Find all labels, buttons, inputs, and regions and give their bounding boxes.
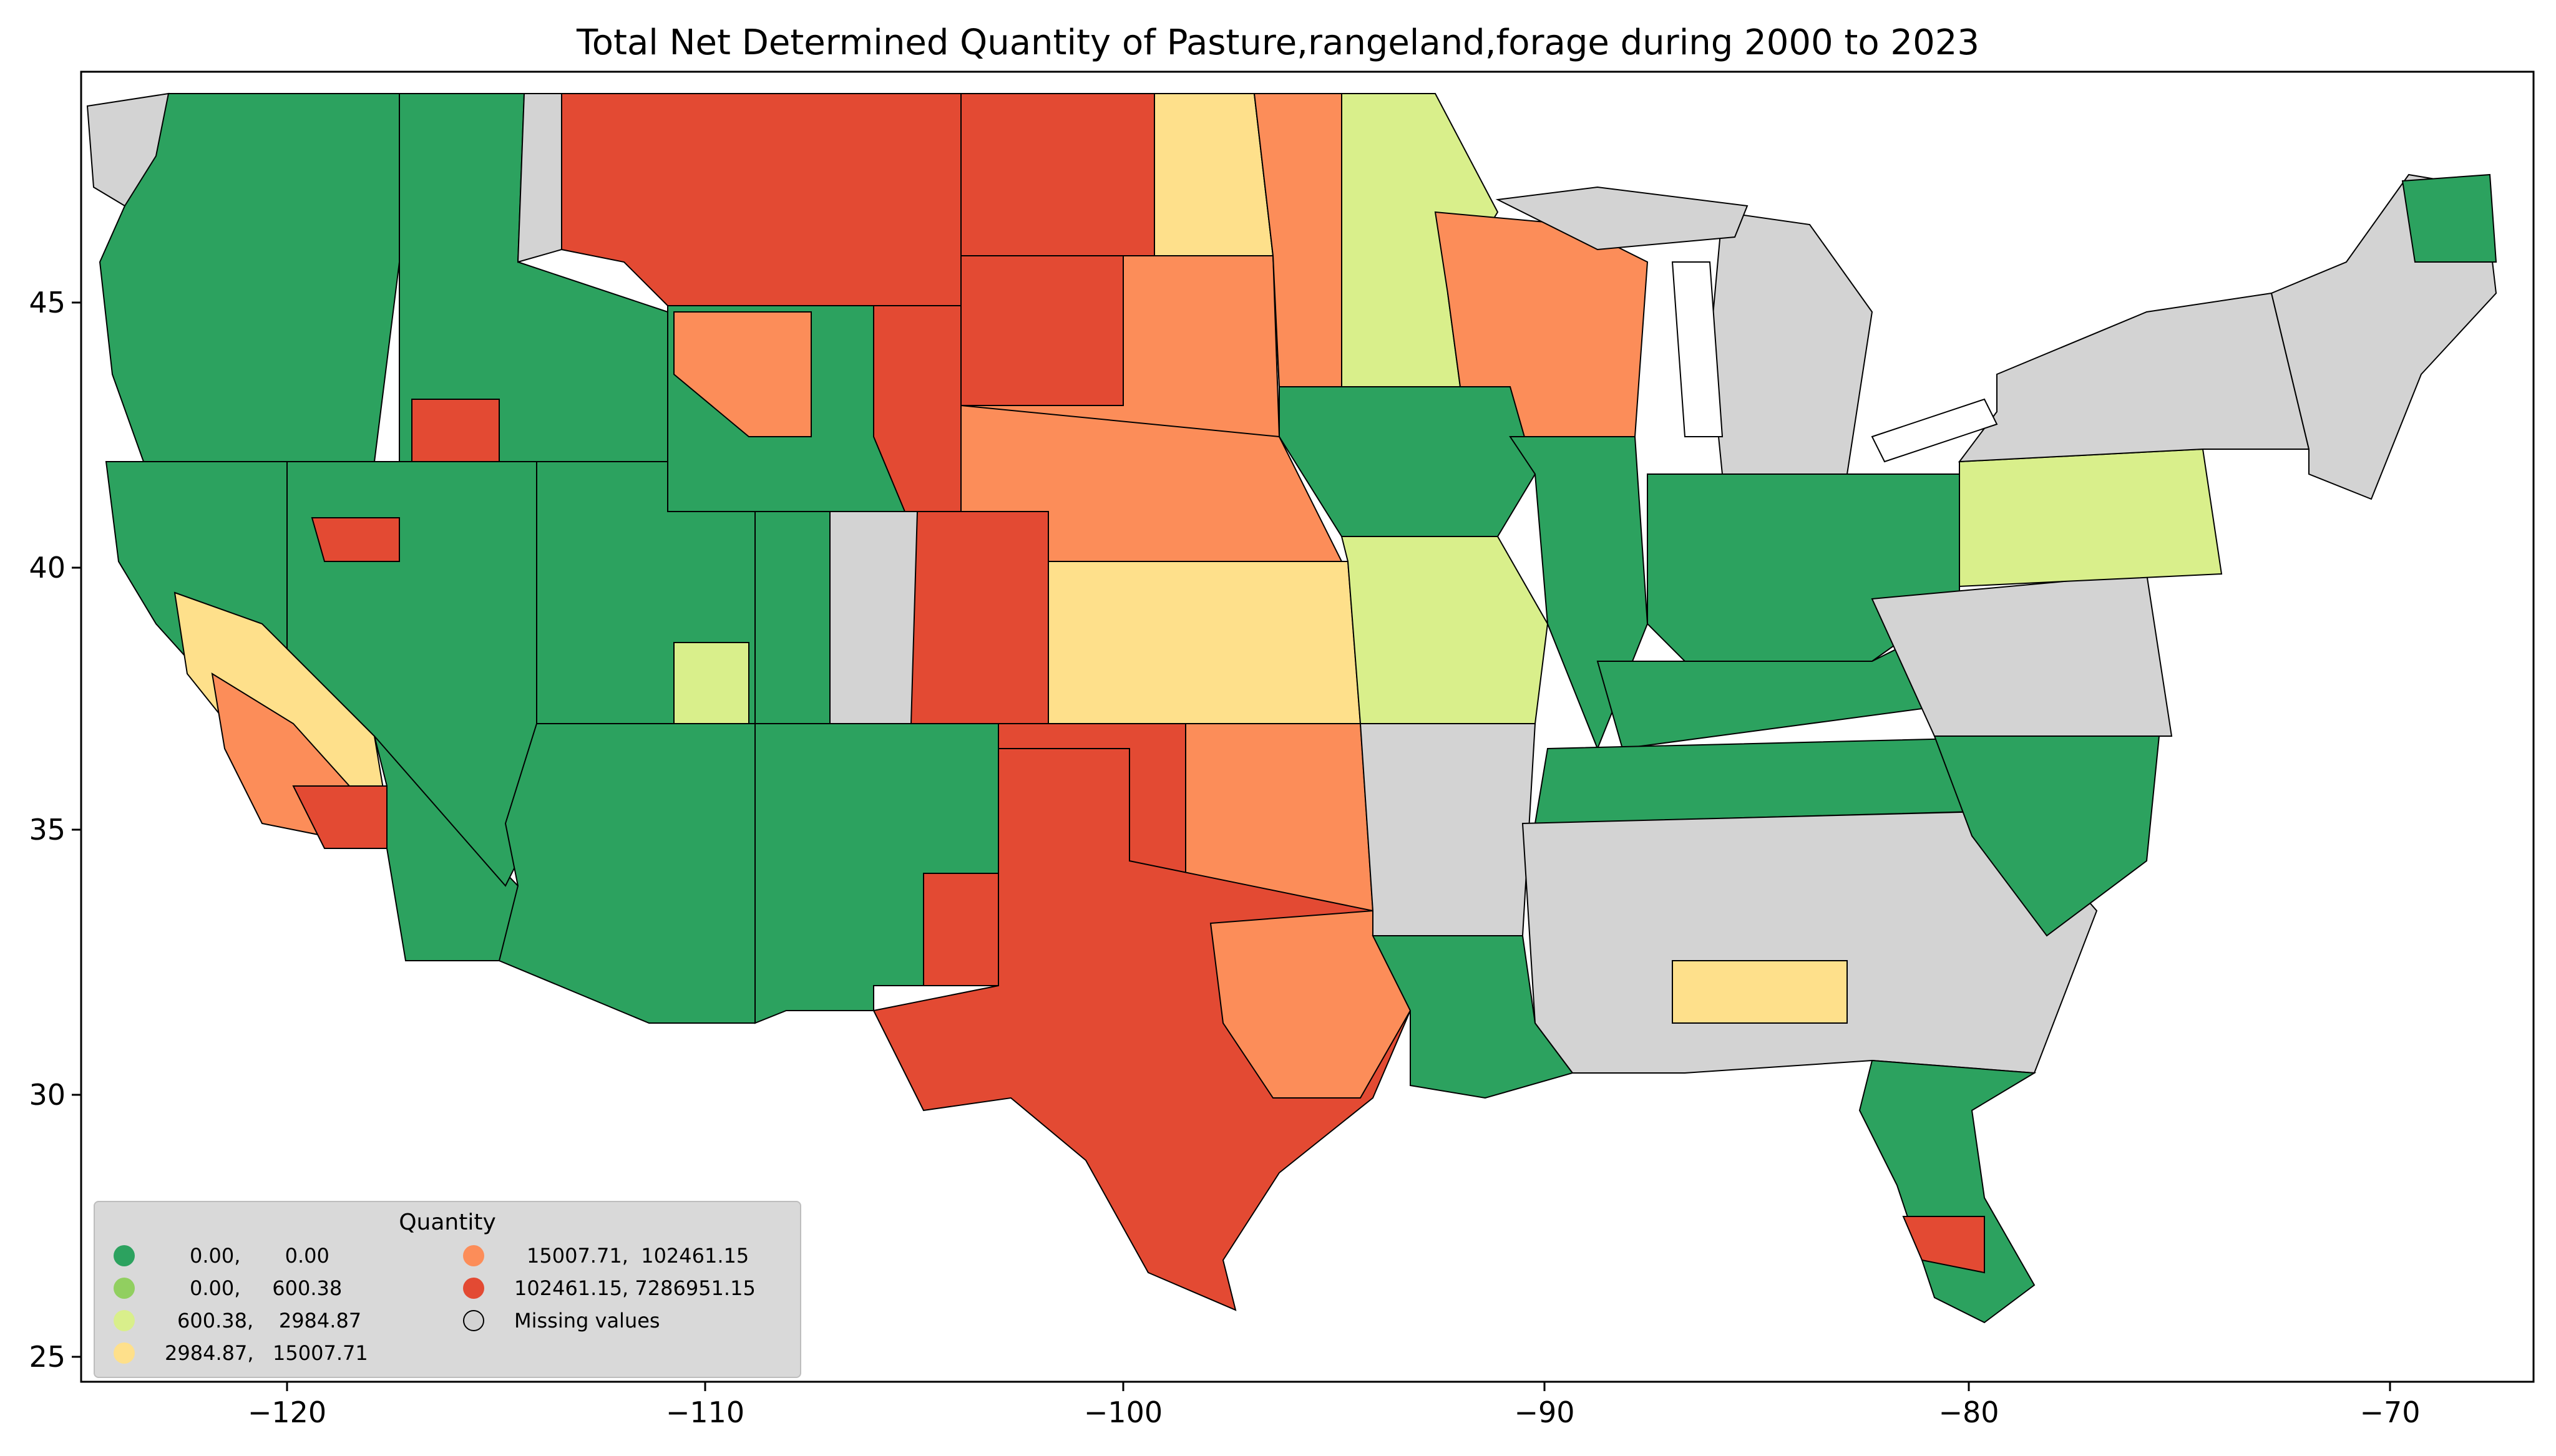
- x-tick-label: −90: [1514, 1395, 1574, 1429]
- legend-label: Missing values: [514, 1309, 660, 1332]
- legend-label: 102461.15, 7286951.15: [514, 1276, 756, 1300]
- region-wyoming-nw: [673, 311, 812, 437]
- region-north-dakota-west: [960, 93, 1155, 256]
- region-florida-south: [1902, 1216, 1985, 1274]
- region-utah-south: [673, 642, 749, 724]
- legend-label: 0.00, 600.38: [190, 1276, 343, 1300]
- region-new-mexico-east: [923, 873, 999, 986]
- region-pennsylvania: [1959, 448, 2223, 588]
- y-tick-label: 25: [29, 1340, 66, 1374]
- x-tick-labels: −120 −110 −100 −90 −80 −70: [248, 1395, 2421, 1429]
- region-florida: [1858, 1059, 2037, 1324]
- y-axis-ticks: [72, 301, 81, 1358]
- region-arkansas: [1359, 723, 1536, 936]
- legend-swatch: [463, 1245, 484, 1266]
- region-idaho-south: [411, 399, 500, 462]
- lake-erie: [1871, 398, 1998, 463]
- legend-swatch: [114, 1342, 135, 1364]
- y-tick-label: 30: [29, 1078, 66, 1112]
- region-michigan-up: [1495, 186, 1749, 251]
- legend-item: 0.00, 0.00: [114, 1240, 329, 1272]
- y-tick-label: 40: [29, 551, 66, 585]
- legend-item: Missing values: [463, 1304, 660, 1337]
- legend-swatch: [114, 1278, 135, 1299]
- legend-item: 2984.87, 15007.71: [114, 1337, 368, 1369]
- region-colorado-east: [910, 511, 1049, 724]
- y-tick-labels: 45 40 35 30 25: [29, 286, 66, 1374]
- map-title: Total Net Determined Quantity of Pasture…: [577, 22, 1979, 63]
- region-alabama-south: [1672, 960, 1848, 1024]
- legend-label: 0.00, 0.00: [190, 1244, 329, 1268]
- region-washington-coast: [86, 92, 170, 207]
- great-lakes: [1671, 261, 1998, 463]
- legend-label: 15007.71, 102461.15: [527, 1244, 749, 1268]
- region-colorado-west: [754, 511, 831, 724]
- x-tick-label: −110: [666, 1395, 744, 1429]
- region-fills: [86, 92, 2497, 1324]
- region-maine-north: [2401, 173, 2497, 263]
- legend-swatch: [463, 1278, 484, 1299]
- region-kansas: [1048, 561, 1362, 724]
- legend-item: 102461.15, 7286951.15: [463, 1272, 756, 1304]
- x-tick-label: −80: [1938, 1395, 1999, 1429]
- x-tick-label: −70: [2359, 1395, 2420, 1429]
- x-tick-label: −120: [248, 1395, 326, 1429]
- region-texas: [872, 748, 1412, 1311]
- legend: Quantity 0.00, 0.00 0.00, 600.38 600.38,…: [94, 1201, 801, 1378]
- region-south-dakota-west: [960, 255, 1124, 406]
- legend-item: 15007.71, 102461.15: [463, 1240, 749, 1272]
- y-tick-label: 45: [29, 286, 66, 319]
- lake-michigan: [1671, 261, 1724, 437]
- region-nevada-west: [311, 517, 400, 562]
- x-tick-label: −100: [1084, 1395, 1163, 1429]
- legend-item: 0.00, 600.38: [114, 1272, 342, 1304]
- legend-swatch: [114, 1245, 135, 1266]
- region-louisiana: [1372, 935, 1574, 1099]
- legend-item: 600.38, 2984.87: [114, 1304, 361, 1337]
- y-tick-label: 35: [29, 813, 66, 847]
- legend-label: 600.38, 2984.87: [177, 1309, 362, 1332]
- legend-swatch-missing: [463, 1310, 484, 1331]
- x-axis-ticks: [286, 1382, 2391, 1391]
- legend-swatch: [114, 1310, 135, 1331]
- legend-title: Quantity: [399, 1210, 496, 1235]
- legend-label: 2984.87, 15007.71: [165, 1341, 368, 1365]
- region-montana-west: [517, 93, 562, 263]
